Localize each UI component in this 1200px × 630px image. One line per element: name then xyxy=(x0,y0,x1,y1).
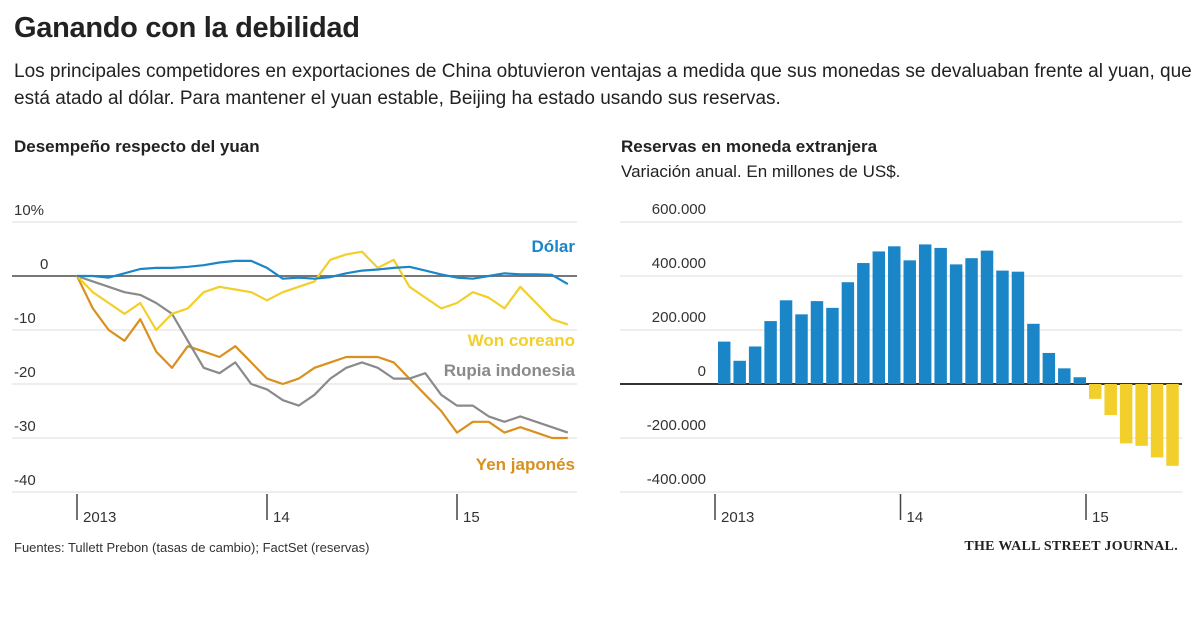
bar xyxy=(1089,384,1102,399)
bar xyxy=(857,263,870,384)
line-chart-title: Desempeño respecto del yuan xyxy=(14,137,260,156)
y-tick-label: -40 xyxy=(14,472,36,489)
publisher-logo: THE WALL STREET JOURNAL. xyxy=(964,539,1178,554)
bar xyxy=(1150,384,1164,458)
series-label: Dólar xyxy=(532,237,576,256)
bar-chart-title: Reservas en moneda extranjera xyxy=(621,137,878,156)
x-tick-label: 14 xyxy=(907,509,924,526)
y-tick-label: -10 xyxy=(14,310,36,327)
x-tick-label: 2013 xyxy=(83,509,116,526)
bar xyxy=(841,282,855,384)
bar xyxy=(795,314,808,384)
bar xyxy=(1119,384,1133,444)
y-tick-label: 0 xyxy=(698,363,706,380)
bar xyxy=(1042,352,1056,384)
series-line xyxy=(76,275,568,440)
series-line xyxy=(77,259,569,286)
page-title: Ganando con la debilidad xyxy=(14,12,360,44)
bar xyxy=(764,321,777,384)
bar xyxy=(934,247,947,384)
bar xyxy=(965,258,978,384)
bar xyxy=(718,341,731,384)
bar xyxy=(810,301,824,384)
x-tick-label: 2013 xyxy=(721,509,754,526)
y-tick-label: -400.000 xyxy=(647,471,706,488)
bar xyxy=(918,244,932,384)
x-tick-label: 15 xyxy=(1092,509,1109,526)
bar xyxy=(1104,384,1117,416)
bar xyxy=(748,346,762,384)
y-tick-label: 600.000 xyxy=(652,201,706,218)
series-label: Won coreano xyxy=(468,331,575,350)
x-tick-label: 14 xyxy=(273,509,290,526)
y-tick-label: 400.000 xyxy=(652,255,706,272)
bar xyxy=(779,300,793,384)
bar xyxy=(1011,271,1025,384)
bar xyxy=(733,360,746,384)
y-tick-label: -200.000 xyxy=(647,417,706,434)
series-line xyxy=(76,250,569,332)
series-label: Rupia indonesia xyxy=(444,361,576,380)
source-note: Fuentes: Tullett Prebon (tasas de cambio… xyxy=(14,540,370,555)
bar xyxy=(980,250,994,384)
bar-chart-subtitle: Variación anual. En millones de US$. xyxy=(621,162,901,181)
bar xyxy=(1166,384,1179,466)
bar xyxy=(996,270,1009,384)
bar xyxy=(1073,377,1086,384)
bar xyxy=(903,260,916,384)
y-tick-label: -20 xyxy=(14,364,36,381)
y-tick-label: 10% xyxy=(14,202,44,219)
bar xyxy=(949,264,963,384)
y-tick-label: -30 xyxy=(14,418,36,435)
y-tick-label: 0 xyxy=(40,256,48,273)
bar xyxy=(872,251,886,384)
bar xyxy=(1027,323,1040,384)
page-subtitle: Los principales competidores en exportac… xyxy=(14,61,1192,109)
x-tick-label: 15 xyxy=(463,509,480,526)
y-tick-label: 200.000 xyxy=(652,309,706,326)
bar xyxy=(826,307,839,384)
bar xyxy=(888,246,901,384)
series-label: Yen japonés xyxy=(476,455,575,474)
bar xyxy=(1135,384,1148,446)
series-line xyxy=(76,274,569,434)
bar xyxy=(1058,368,1071,384)
